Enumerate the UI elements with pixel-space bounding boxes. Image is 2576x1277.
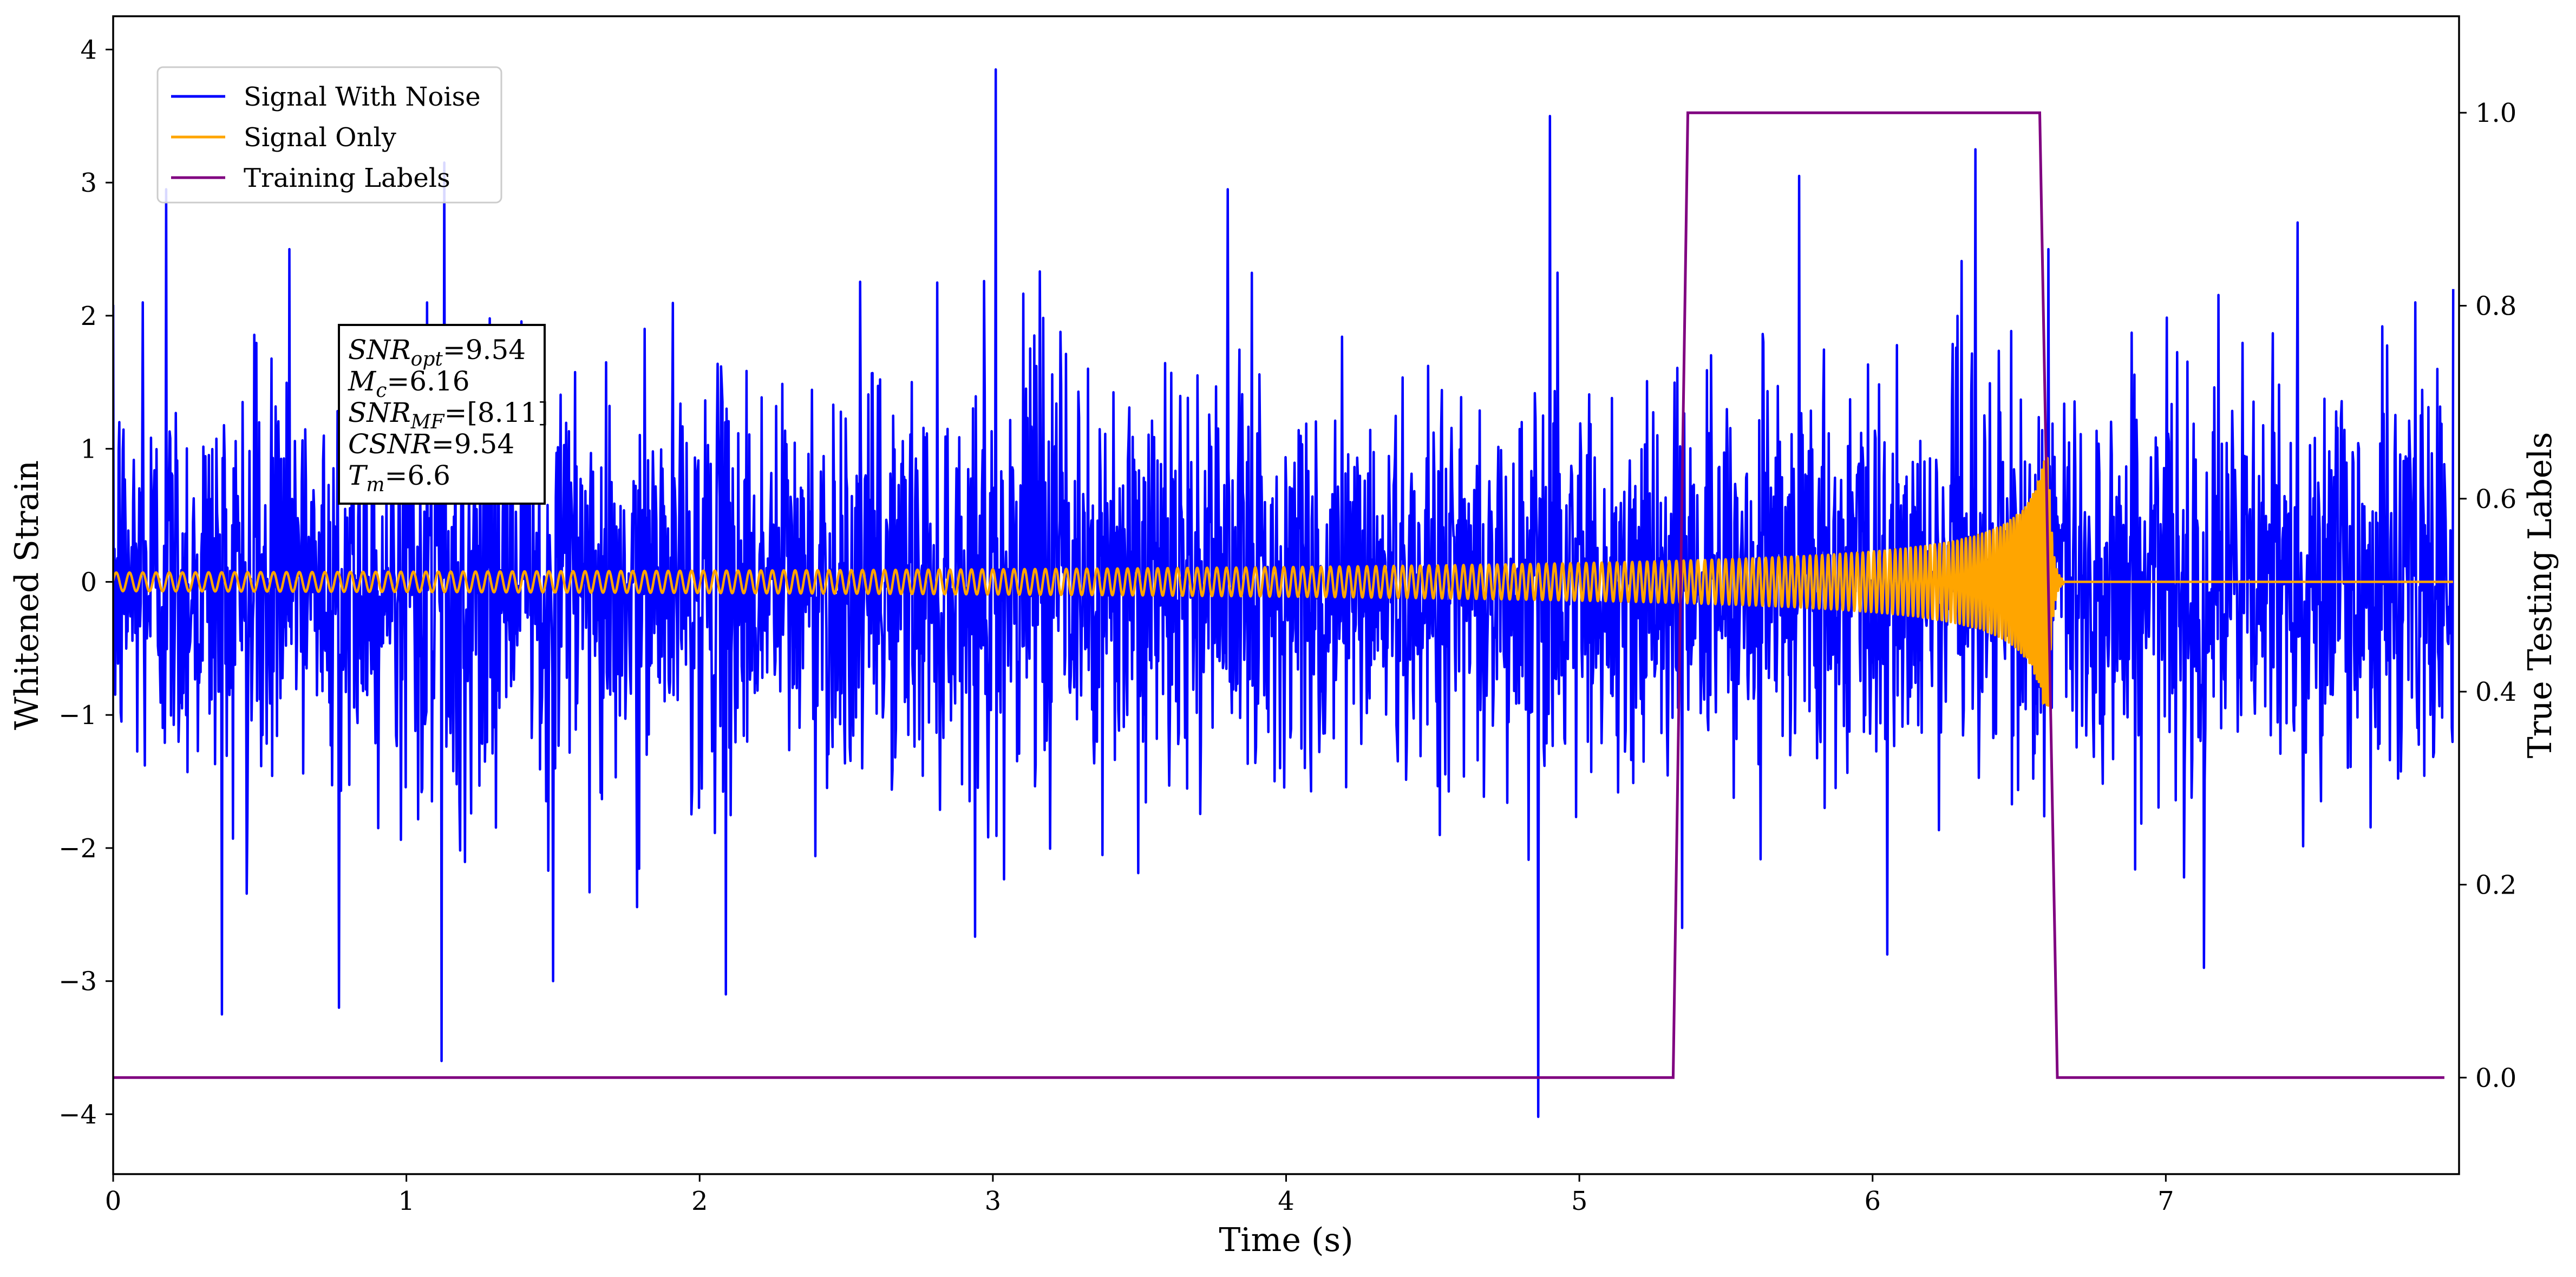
y2-axis-label: True Testing Labels — [2521, 432, 2559, 759]
y-tick-label: −2 — [58, 833, 97, 864]
x-tick-label: 7 — [2157, 1186, 2174, 1216]
x-tick-label: 3 — [985, 1186, 1002, 1216]
annotation-line: SNRopt=9.54 — [348, 334, 526, 370]
legend-box — [156, 66, 502, 204]
annotation-line: CSNR=9.54 — [348, 428, 514, 460]
y-tick-label: −4 — [58, 1099, 97, 1130]
y-tick-label: −1 — [58, 700, 97, 731]
signal-only-line — [113, 457, 2454, 707]
y-tick-label: 3 — [80, 168, 97, 198]
y-tick-label: 0 — [80, 567, 97, 597]
x-tick-label: 1 — [398, 1186, 415, 1216]
x-tick-label: 6 — [1864, 1186, 1881, 1216]
y-tick-label: 1 — [80, 434, 97, 465]
y2-tick-label: 1.0 — [2475, 98, 2516, 128]
legend-entry: Signal Only — [244, 122, 396, 153]
legend: Signal With Noise Signal Only Training Lab… — [156, 66, 502, 204]
annotation-box: SNRopt=9.54Mc=6.16SNRMF=[8.11]CSNR=9.54T… — [338, 324, 548, 505]
y-tick-label: −3 — [58, 967, 97, 997]
y2-tick-label: 0.6 — [2475, 484, 2516, 514]
y2-tick-label: 0.4 — [2475, 677, 2516, 707]
annotation-line: SNRMF=[8.11] — [348, 397, 548, 433]
x-tick-label: 2 — [691, 1186, 708, 1216]
legend-entry: Training Labels — [244, 163, 450, 193]
y-tick-label: 2 — [80, 301, 97, 331]
training-labels-line — [113, 111, 2444, 1079]
annotation-line: Tm=6.6 — [348, 460, 450, 496]
y2-tick-label: 0.2 — [2475, 870, 2516, 901]
annotation-line: Mc=6.16 — [348, 366, 470, 402]
y2-tick-label: 0.0 — [2475, 1063, 2516, 1093]
legend-entry: Signal With Noise — [244, 82, 481, 112]
y2-tick-label: 0.8 — [2475, 291, 2516, 322]
x-axis-label: Time (s) — [1219, 1221, 1353, 1259]
x-tick-label: 0 — [105, 1186, 122, 1216]
y-axis-label: Whitened Strain — [8, 460, 46, 730]
annotation-frame — [338, 324, 546, 505]
x-tick-label: 5 — [1571, 1186, 1588, 1216]
y-tick-label: 4 — [80, 35, 97, 65]
x-tick-label: 4 — [1278, 1186, 1294, 1216]
